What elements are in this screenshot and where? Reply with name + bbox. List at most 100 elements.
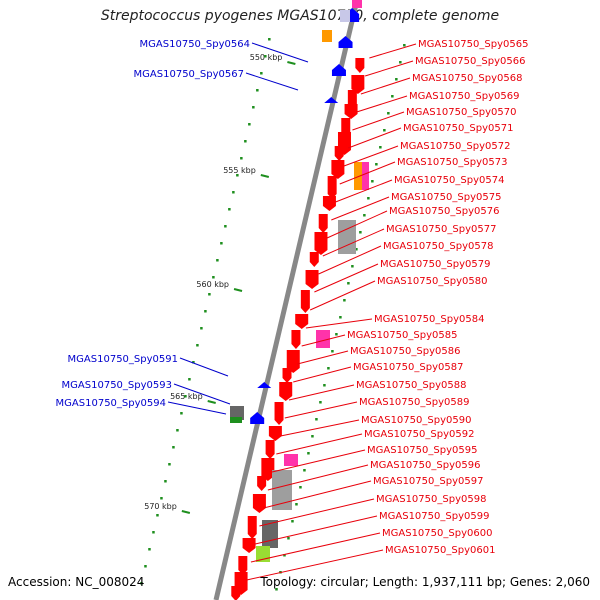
reverse-gene-arrow: [355, 58, 365, 73]
reverse-gene-leader: [318, 245, 382, 275]
reverse-gene-label: MGAS10750_Spy0565: [418, 39, 528, 50]
minor-tick-inner: [295, 503, 298, 506]
minor-tick-outer: [212, 276, 215, 279]
reverse-gene-label: MGAS10750_Spy0596: [370, 460, 480, 471]
minor-tick-outer: [200, 327, 203, 330]
reverse-gene-arrow: [286, 350, 300, 373]
scale-label: 560 kbp: [196, 280, 229, 289]
minor-tick-inner: [359, 231, 362, 234]
topology-summary: Topology: circular; Length: 1,937,111 bp…: [260, 575, 590, 589]
minor-tick-inner: [303, 469, 306, 472]
minor-tick-outer: [140, 582, 143, 585]
minor-tick-inner: [371, 180, 374, 183]
cog-block: [262, 520, 278, 548]
reverse-gene-leader: [280, 419, 360, 437]
accession-text: Accession: NC_008024: [8, 575, 145, 589]
reverse-gene-arrow: [334, 146, 344, 161]
forward-gene-arrow: [250, 412, 265, 424]
reverse-gene-label: MGAS10750_Spy0578: [383, 241, 493, 252]
minor-tick-outer: [252, 106, 255, 109]
minor-tick-outer: [228, 208, 231, 211]
minor-tick-outer: [172, 446, 175, 449]
minor-tick-outer: [248, 123, 251, 126]
minor-tick-inner: [275, 588, 278, 591]
minor-tick-inner: [299, 486, 302, 489]
reverse-gene-arrow: [314, 232, 328, 255]
scale-label: 555 kbp: [223, 166, 256, 175]
reverse-gene-leader: [309, 280, 376, 311]
minor-tick-inner: [363, 214, 366, 217]
minor-tick-outer: [184, 395, 187, 398]
scale-tick: [233, 288, 243, 292]
minor-tick-outer: [236, 174, 239, 177]
reverse-gene-arrow: [279, 382, 293, 401]
scale-tick: [207, 400, 216, 404]
reverse-gene-label: MGAS10750_Spy0595: [367, 445, 477, 456]
minor-tick-inner: [391, 95, 394, 98]
minor-tick-outer: [164, 480, 167, 483]
reverse-gene-leader: [369, 43, 417, 59]
cog-block: [230, 406, 244, 420]
reverse-gene-arrow: [331, 160, 345, 179]
minor-tick-inner: [323, 384, 326, 387]
minor-tick-outer: [216, 259, 219, 262]
reverse-gene-label: MGAS10750_Spy0574: [394, 175, 504, 186]
minor-tick-inner: [395, 78, 398, 81]
reverse-gene-arrow: [238, 556, 248, 575]
minor-tick-outer: [208, 293, 211, 296]
reverse-gene-label: MGAS10750_Spy0587: [353, 362, 463, 373]
minor-tick-outer: [240, 157, 243, 160]
reverse-gene-leader: [314, 263, 379, 293]
minor-tick-outer: [148, 548, 151, 551]
reverse-gene-arrow: [322, 196, 336, 211]
minor-tick-outer: [204, 310, 207, 313]
reverse-gene-arrow: [309, 252, 319, 267]
reverse-gene-leader: [293, 366, 352, 383]
minor-tick-outer: [264, 55, 267, 58]
reverse-gene-leader: [259, 498, 375, 527]
reverse-gene-leader: [322, 228, 385, 257]
reverse-gene-leader: [267, 464, 369, 491]
minor-tick-inner: [379, 146, 382, 149]
minor-tick-inner: [375, 163, 378, 166]
minor-tick-inner: [331, 350, 334, 353]
reverse-gene-leader: [343, 145, 399, 167]
forward-gene-arrow: [331, 64, 346, 76]
reverse-gene-arrow: [344, 104, 358, 119]
forward-gene-label: MGAS10750_Spy0567: [134, 69, 244, 80]
reverse-gene-arrow: [257, 476, 267, 491]
cog-block: [322, 30, 332, 42]
minor-tick-outer: [196, 344, 199, 347]
reverse-gene-leader: [276, 433, 363, 455]
minor-tick-outer: [180, 412, 183, 415]
cog-block: [354, 162, 362, 190]
minor-tick-outer: [260, 72, 263, 75]
minor-tick-outer: [152, 531, 155, 534]
cog-block: [230, 417, 242, 423]
minor-tick-inner: [387, 112, 390, 115]
minor-tick-outer: [160, 497, 163, 500]
reverse-gene-label: MGAS10750_Spy0584: [374, 314, 484, 325]
reverse-gene-label: MGAS10750_Spy0579: [380, 259, 490, 270]
minor-tick-outer: [192, 361, 195, 364]
minor-tick-outer: [268, 38, 271, 41]
forward-gene-leader: [173, 383, 231, 405]
reverse-gene-leader: [356, 95, 408, 113]
reverse-gene-label: MGAS10750_Spy0592: [364, 429, 474, 440]
minor-tick-inner: [403, 44, 406, 47]
reverse-gene-leader: [301, 334, 346, 347]
reverse-gene-arrow: [252, 494, 266, 513]
minor-tick-inner: [311, 435, 314, 438]
reverse-gene-leader: [297, 350, 349, 365]
reverse-gene-leader: [348, 127, 402, 149]
reverse-gene-label: MGAS10750_Spy0577: [386, 224, 496, 235]
reverse-gene-label: MGAS10750_Spy0600: [382, 528, 492, 539]
minor-tick-outer: [144, 565, 147, 568]
scale-tick: [181, 510, 191, 514]
forward-gene-arrow: [257, 382, 272, 388]
reverse-gene-arrow: [295, 314, 309, 329]
reverse-gene-leader: [263, 480, 372, 509]
scale-label: 570 kbp: [144, 502, 177, 511]
reverse-gene-arrow: [291, 330, 301, 349]
